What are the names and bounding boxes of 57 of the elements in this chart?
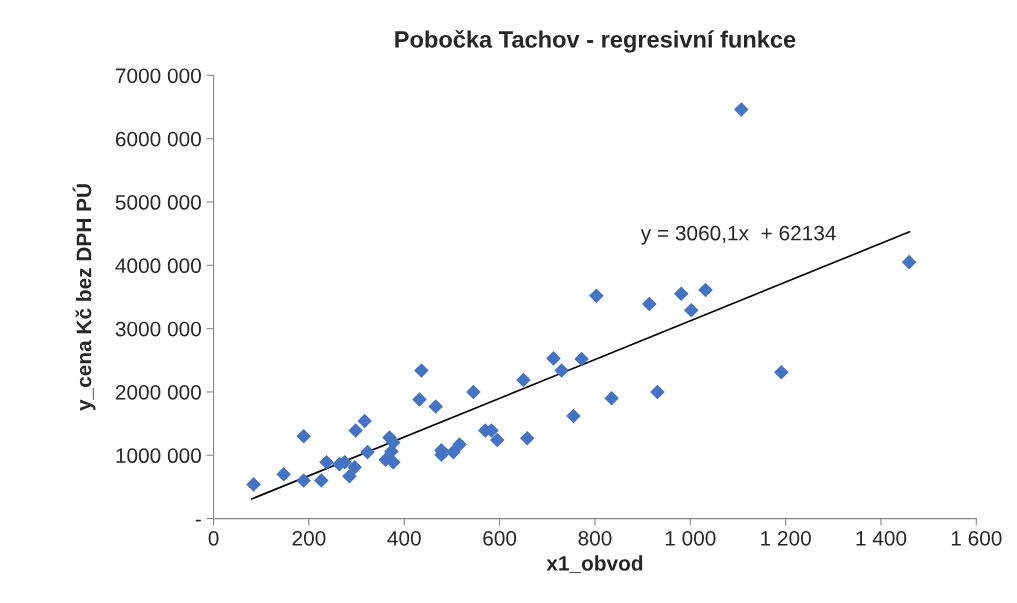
point (414, 363, 429, 378)
x-tick-label: 1 000 (665, 530, 716, 546)
point (347, 460, 362, 475)
x-tick-label: 1 600 (951, 530, 1002, 546)
y-tick-label: 2000 000 (115, 384, 201, 400)
x-tick-label: 600 (483, 530, 517, 546)
point (554, 363, 569, 378)
point (452, 437, 467, 452)
point (642, 296, 657, 312)
x-tick-label: 0 (208, 530, 219, 546)
point (901, 254, 917, 270)
y-tick-label: - (195, 519, 201, 522)
point (296, 428, 311, 444)
point (276, 466, 291, 482)
point (734, 102, 749, 117)
point (546, 351, 561, 366)
point (574, 351, 589, 367)
point (296, 473, 311, 488)
point (319, 454, 334, 470)
point (604, 391, 619, 406)
point (519, 430, 535, 446)
y-tick-label: 6000 000 (115, 131, 201, 147)
y-tick-label: 1000 000 (116, 448, 201, 464)
y-tick-label: 3000 000 (115, 321, 201, 337)
point (466, 384, 481, 400)
point (683, 302, 699, 318)
point (246, 477, 261, 492)
x-tick-label: 1 400 (856, 530, 907, 546)
point (360, 444, 375, 460)
y-axis-title: y_cena Kč bez DPH PÚ (72, 184, 96, 411)
x-tick-label: 1 200 (761, 530, 811, 546)
point (384, 444, 399, 459)
point (348, 423, 363, 438)
y-tick-label: 7000 000 (115, 68, 201, 84)
annotation: y = 3060,1x + 62134 (640, 225, 836, 245)
point (342, 468, 357, 484)
point (673, 286, 689, 302)
point (774, 365, 789, 380)
point (698, 282, 713, 298)
point (412, 392, 427, 407)
x-tick-label: 800 (578, 530, 612, 546)
y-tick-label: 5000 000 (115, 195, 201, 210)
point (516, 372, 531, 388)
x-tick-label: 400 (387, 530, 421, 546)
point (566, 408, 581, 424)
point (428, 399, 443, 414)
point (386, 454, 401, 470)
chart-title: Pobočka Tachov - regresivní funkce (395, 29, 796, 53)
y-tick-label: 4000 000 (115, 258, 201, 274)
x-axis-title: x1_obvod (546, 555, 643, 573)
point (489, 432, 505, 448)
point (357, 413, 372, 429)
point (650, 384, 665, 400)
x-tick-label: 200 (292, 530, 326, 546)
point (446, 444, 461, 460)
point (314, 473, 329, 488)
point (589, 288, 604, 303)
